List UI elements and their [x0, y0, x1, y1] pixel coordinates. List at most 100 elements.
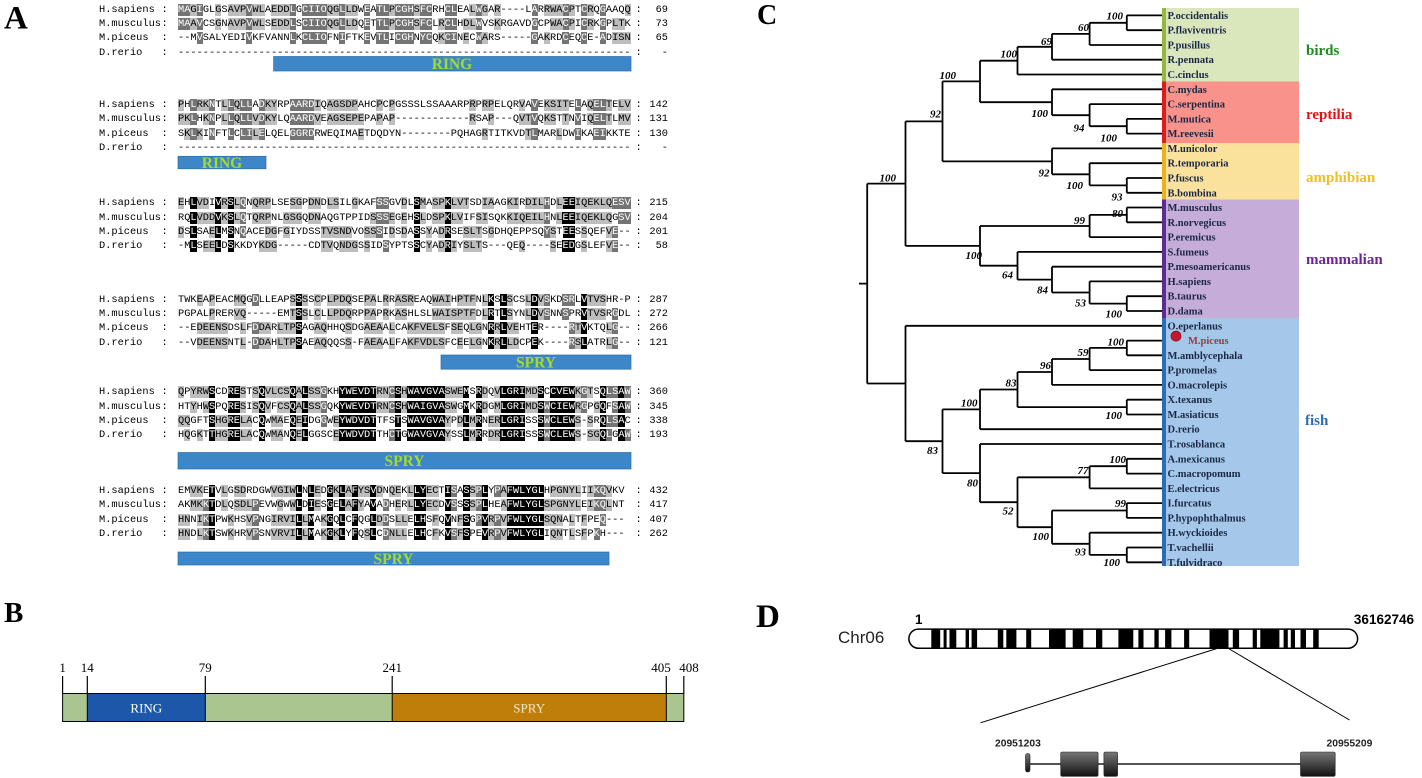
- svg-text:RING: RING: [432, 56, 472, 73]
- svg-text:SPRY: SPRY: [374, 551, 414, 568]
- svg-text:P.occidentalis: P.occidentalis: [1168, 11, 1229, 22]
- svg-text:B.taurus: B.taurus: [1168, 292, 1207, 303]
- svg-text:69: 69: [1041, 36, 1053, 48]
- svg-text:fish: fish: [1305, 413, 1329, 429]
- svg-text:100: 100: [1106, 410, 1123, 422]
- svg-text:mammalian: mammalian: [1306, 252, 1383, 268]
- svg-text:M.mutica: M.mutica: [1168, 114, 1212, 125]
- svg-text:B: B: [4, 597, 23, 629]
- svg-text:C.cinclus: C.cinclus: [1168, 70, 1209, 81]
- svg-text:T.vachellii: T.vachellii: [1168, 543, 1214, 554]
- svg-text:M.piceus: M.piceus: [1188, 336, 1229, 347]
- svg-text:100: 100: [880, 173, 897, 185]
- svg-text:100: 100: [1032, 108, 1049, 120]
- svg-text:H.sapiens: H.sapiens: [1168, 277, 1211, 288]
- svg-text:83: 83: [1006, 378, 1018, 390]
- svg-text:M.asiaticus: M.asiaticus: [1168, 410, 1219, 421]
- svg-text:SPRY: SPRY: [516, 355, 556, 372]
- svg-text:100: 100: [1033, 531, 1050, 543]
- svg-text:O.eperlanus: O.eperlanus: [1168, 321, 1223, 332]
- svg-text:241: 241: [382, 660, 402, 675]
- svg-text:77: 77: [1078, 465, 1090, 477]
- svg-text:92: 92: [1039, 168, 1051, 180]
- svg-text:80: 80: [1112, 208, 1124, 220]
- svg-text:79: 79: [199, 660, 212, 675]
- svg-text:C.mydas: C.mydas: [1168, 85, 1207, 96]
- svg-text:100: 100: [961, 398, 978, 410]
- svg-text:P.promelas: P.promelas: [1168, 366, 1217, 377]
- svg-text:20955209: 20955209: [1327, 739, 1373, 750]
- svg-text:C: C: [757, 0, 777, 31]
- svg-text:I.furcatus: I.furcatus: [1168, 499, 1212, 510]
- svg-text:64: 64: [1002, 270, 1014, 282]
- svg-text:20951203: 20951203: [995, 739, 1041, 750]
- svg-text:100: 100: [1108, 337, 1125, 349]
- svg-text:53: 53: [1075, 298, 1087, 310]
- svg-text:M.amblycephala: M.amblycephala: [1168, 351, 1244, 362]
- svg-text:birds: birds: [1306, 43, 1340, 59]
- svg-text:408: 408: [679, 660, 699, 675]
- svg-text:99: 99: [1115, 498, 1127, 510]
- svg-text:80: 80: [967, 478, 979, 490]
- svg-text:RING: RING: [202, 155, 242, 172]
- svg-text:A: A: [4, 1, 28, 37]
- svg-text:R.pennata: R.pennata: [1168, 55, 1215, 66]
- svg-text:D.rerio: D.rerio: [1168, 425, 1200, 436]
- svg-text:100: 100: [1106, 309, 1123, 321]
- svg-text:P.fuscus: P.fuscus: [1168, 174, 1204, 185]
- svg-text:X.texanus: X.texanus: [1168, 395, 1213, 406]
- svg-text:P.pusillus: P.pusillus: [1168, 41, 1211, 52]
- svg-text:T.rosablanca: T.rosablanca: [1168, 440, 1226, 451]
- svg-text:100: 100: [966, 250, 983, 262]
- svg-text:SPRY: SPRY: [513, 701, 545, 716]
- svg-text:93: 93: [1112, 192, 1124, 204]
- svg-text:RING: RING: [130, 701, 162, 716]
- svg-text:A.mexicanus: A.mexicanus: [1168, 454, 1225, 465]
- svg-text:Chr06: Chr06: [838, 628, 884, 647]
- svg-text:B.bombina: B.bombina: [1168, 188, 1218, 199]
- svg-text:M.musculus: M.musculus: [1168, 203, 1223, 214]
- svg-text:60: 60: [1078, 22, 1090, 34]
- svg-text:D.dama: D.dama: [1168, 307, 1204, 318]
- svg-text:amphibian: amphibian: [1306, 170, 1376, 186]
- svg-text:405: 405: [651, 660, 671, 675]
- svg-text:C.serpentina: C.serpentina: [1168, 100, 1226, 111]
- svg-text:SPRY: SPRY: [385, 453, 425, 470]
- svg-text:1: 1: [915, 612, 923, 627]
- svg-text:100: 100: [1067, 180, 1084, 192]
- svg-text:100: 100: [1110, 454, 1127, 466]
- svg-text:100: 100: [940, 70, 957, 82]
- svg-text:S.fumeus: S.fumeus: [1168, 247, 1209, 258]
- svg-text:T.fulvidraco: T.fulvidraco: [1168, 558, 1223, 569]
- svg-text:52: 52: [1003, 506, 1015, 518]
- svg-text:36162746: 36162746: [1354, 612, 1415, 627]
- svg-text:reptilia: reptilia: [1306, 107, 1353, 123]
- svg-text:D: D: [756, 599, 780, 635]
- svg-text:R.norvegicus: R.norvegicus: [1168, 218, 1227, 229]
- svg-text:59: 59: [1078, 347, 1090, 359]
- svg-text:92: 92: [930, 109, 942, 121]
- svg-text:C.macropomum: C.macropomum: [1168, 469, 1241, 480]
- svg-text:100: 100: [1101, 133, 1118, 145]
- svg-text:M.reevesii: M.reevesii: [1168, 129, 1214, 140]
- svg-text:100: 100: [1001, 49, 1018, 61]
- svg-text:1: 1: [59, 660, 66, 675]
- svg-text:84: 84: [1037, 285, 1049, 297]
- svg-text:93: 93: [1075, 547, 1087, 559]
- svg-text:99: 99: [1074, 215, 1086, 227]
- svg-text:E.electricus: E.electricus: [1168, 484, 1220, 495]
- svg-text:14: 14: [81, 660, 95, 675]
- svg-text:P.mesoamericanus: P.mesoamericanus: [1168, 262, 1251, 273]
- svg-text:R.temporaria: R.temporaria: [1168, 159, 1230, 170]
- svg-text:100: 100: [1104, 557, 1121, 569]
- svg-text:96: 96: [1040, 360, 1052, 372]
- svg-text:94: 94: [1074, 123, 1086, 135]
- svg-text:M.unicolor: M.unicolor: [1168, 144, 1218, 155]
- svg-text:100: 100: [1107, 11, 1124, 23]
- svg-text:P.hypophthalmus: P.hypophthalmus: [1168, 513, 1246, 524]
- svg-text:H.wyckioides: H.wyckioides: [1168, 528, 1228, 539]
- svg-text:P.flaviventris: P.flaviventris: [1168, 26, 1227, 37]
- svg-text:83: 83: [927, 445, 939, 457]
- svg-text:O.macrolepis: O.macrolepis: [1168, 380, 1228, 391]
- svg-text:P.eremicus: P.eremicus: [1168, 233, 1216, 244]
